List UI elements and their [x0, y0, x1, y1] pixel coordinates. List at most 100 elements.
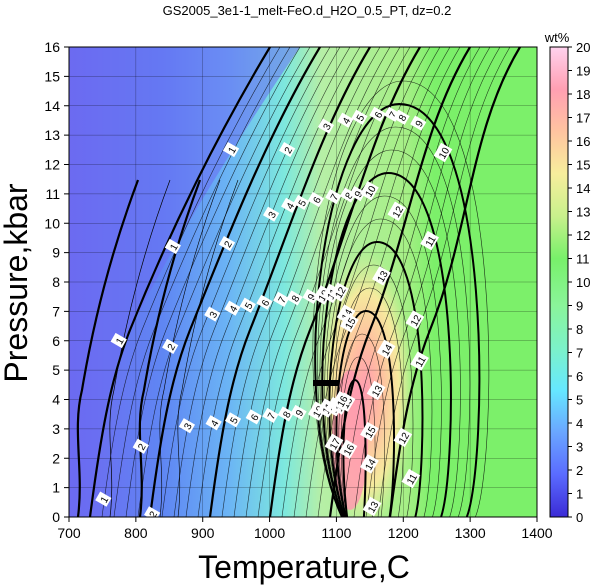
- contour-label: 6: [256, 294, 273, 310]
- contour-label-box: [204, 306, 221, 322]
- contour-label-text: 9: [414, 119, 427, 130]
- y-tick-label: 3: [52, 421, 60, 437]
- contour-label-box: [263, 206, 280, 222]
- contour-label: 11: [401, 468, 421, 489]
- contour-label: 14: [360, 454, 379, 474]
- contour-label-text: 12: [334, 285, 349, 301]
- contour-label-text: 2: [148, 509, 161, 520]
- colorbar-tick-label: 16: [576, 134, 590, 149]
- contour-line: [159, 179, 221, 517]
- x-tick-label: 800: [124, 525, 148, 541]
- contour-label-box: [144, 506, 161, 517]
- contour-label-box: [162, 338, 179, 354]
- x-tick-label: 700: [57, 525, 81, 541]
- contour-line: [314, 102, 481, 517]
- contour-label: 17: [324, 433, 343, 454]
- contour-label-box: [245, 409, 262, 425]
- contour-label: 1: [164, 238, 181, 255]
- contour-label-text: 14: [380, 342, 395, 358]
- contour-label: 6: [307, 191, 325, 208]
- contour-label-box: [349, 186, 366, 202]
- colorbar-tick-label: 3: [576, 440, 583, 455]
- contour-label-box: [337, 112, 354, 128]
- y-tick-label: 7: [52, 303, 60, 319]
- contour-label: 6: [369, 106, 386, 122]
- colorbar-tick-label: 15: [576, 158, 590, 173]
- contour-label-text: 16: [336, 394, 351, 410]
- contour-label: 2: [162, 338, 179, 354]
- contour-label-text: 13: [366, 500, 381, 516]
- colorbar-tick-label: 2: [576, 463, 583, 478]
- contour-label-text: 5: [355, 113, 368, 124]
- contour-label: 14: [376, 339, 396, 360]
- contour-label-box: [339, 313, 359, 333]
- contour-line: [101, 47, 281, 517]
- contour-line: [257, 47, 411, 517]
- contour-label-text: 1: [99, 495, 112, 506]
- contour-label-box: [307, 191, 325, 208]
- contour-label: 10: [433, 142, 452, 163]
- contour-label-box: [290, 404, 307, 421]
- contour-line: [88, 47, 271, 517]
- contour-label-box: [366, 380, 386, 401]
- contour-label: 5: [351, 109, 368, 125]
- contour-label: 3: [317, 118, 335, 134]
- contour-label-text: 1: [227, 145, 240, 156]
- x-tick-label: 1300: [455, 525, 486, 541]
- contour-label-box: [317, 118, 335, 134]
- y-tick-label: 15: [44, 68, 60, 84]
- contour-label-text: 3: [322, 122, 335, 133]
- grid-lines: [69, 47, 537, 517]
- contour-label: 15: [339, 313, 359, 333]
- y-tick-label: 0: [52, 509, 60, 525]
- contour-label: 2: [144, 506, 161, 520]
- contour-label: 12: [405, 310, 424, 330]
- contour-line: [173, 47, 341, 517]
- contour-label: 6: [245, 409, 262, 425]
- x-axis: 700 800 900 1000 1100 1200 1300 1400: [57, 517, 553, 541]
- colorbar-tick-label: 4: [576, 416, 583, 431]
- contour-label-text: 7: [388, 110, 401, 121]
- contour-line: [331, 264, 414, 517]
- contour-line: [377, 47, 511, 517]
- contour-label-box: [393, 109, 410, 125]
- contour-label-box: [178, 418, 196, 434]
- contour-label-box: [372, 266, 391, 286]
- contour-label: 2: [279, 141, 296, 158]
- y-tick-label: 13: [44, 127, 60, 143]
- colorbar-tick-label: 18: [576, 87, 590, 102]
- contour-line: [109, 179, 171, 517]
- contour-label-box: [410, 115, 427, 131]
- contour-label-box: [164, 238, 181, 255]
- contour-line: [335, 309, 395, 517]
- contour-label-text: 4: [209, 418, 222, 429]
- x-tick-label: 1000: [254, 525, 285, 541]
- contour-label: 1: [222, 141, 240, 158]
- contour-label-box: [325, 188, 342, 205]
- contour-label: 11: [410, 351, 429, 371]
- y-axis-title: Pressure,kbar: [0, 183, 34, 383]
- y-tick-label: 16: [44, 39, 60, 55]
- contour-label-text: 1: [168, 242, 181, 253]
- contour-label-text: 7: [266, 411, 279, 422]
- contour-label-box: [262, 407, 279, 423]
- contour-line: [317, 126, 471, 517]
- colorbar-tick-label: 13: [576, 205, 590, 220]
- contour-label: 9: [302, 288, 319, 305]
- contour-label-text: 10: [364, 184, 379, 200]
- contour-label-text: 2: [166, 342, 179, 353]
- contour-label-box: [281, 197, 298, 213]
- contour-label-box: [360, 421, 379, 442]
- contour-label: 3: [178, 418, 196, 434]
- colorbar-title: wt%: [544, 30, 570, 45]
- contour-label-text: 2: [223, 239, 236, 250]
- contour-line: [137, 47, 311, 517]
- contour-label-box: [95, 491, 112, 507]
- colorbar-tick-label: 0: [576, 510, 583, 525]
- contour-label-text: 6: [260, 298, 273, 309]
- y-tick-label: 10: [44, 215, 60, 231]
- contour-label-box: [329, 282, 349, 302]
- colorbar: [549, 46, 569, 518]
- contour-label: 8: [339, 187, 357, 203]
